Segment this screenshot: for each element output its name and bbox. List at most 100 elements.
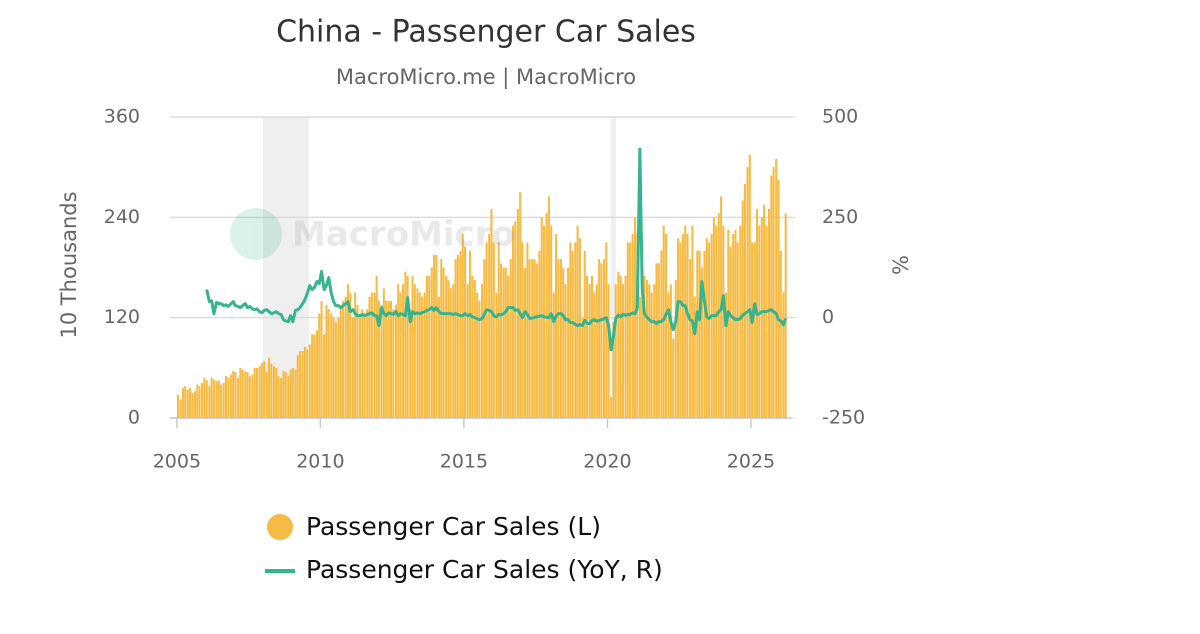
bar bbox=[471, 275, 474, 418]
bar bbox=[782, 292, 785, 418]
bar bbox=[325, 305, 328, 418]
bar bbox=[511, 225, 515, 418]
bar bbox=[189, 387, 192, 418]
bar bbox=[437, 296, 440, 418]
bar bbox=[468, 250, 471, 418]
bar bbox=[708, 242, 711, 418]
bar bbox=[339, 305, 342, 418]
bar bbox=[272, 366, 275, 418]
bar bbox=[712, 217, 715, 418]
bar bbox=[318, 313, 321, 418]
bar bbox=[248, 376, 251, 418]
bar bbox=[612, 321, 615, 418]
bar bbox=[775, 158, 778, 419]
bar bbox=[600, 263, 603, 418]
bar bbox=[370, 292, 373, 418]
bar bbox=[337, 317, 340, 418]
chart-title: China - Passenger Car Sales bbox=[276, 15, 696, 50]
bar bbox=[301, 351, 304, 418]
bar bbox=[689, 259, 692, 418]
bar bbox=[308, 344, 311, 418]
bar bbox=[210, 377, 213, 418]
bar bbox=[349, 292, 352, 418]
bar bbox=[220, 384, 223, 418]
bar bbox=[531, 259, 534, 418]
bar bbox=[741, 200, 744, 418]
bar bbox=[492, 242, 495, 418]
bar bbox=[373, 292, 376, 418]
bar bbox=[495, 292, 498, 418]
bar bbox=[590, 275, 593, 418]
bar bbox=[717, 213, 720, 418]
bar bbox=[267, 357, 271, 418]
bar bbox=[722, 225, 725, 418]
chart-subtitle: MacroMicro.me | MacroMicro bbox=[336, 65, 636, 90]
bar bbox=[459, 250, 462, 418]
bar bbox=[330, 313, 333, 418]
bar bbox=[605, 242, 608, 418]
bar bbox=[557, 259, 560, 418]
bar bbox=[447, 280, 450, 418]
bar bbox=[320, 300, 323, 418]
bar bbox=[602, 259, 606, 418]
bar bbox=[294, 369, 297, 418]
bar bbox=[394, 305, 397, 418]
bar bbox=[334, 321, 337, 418]
bar bbox=[344, 296, 347, 418]
bar bbox=[425, 275, 428, 418]
y2-axis-label: % bbox=[889, 255, 913, 275]
bar bbox=[483, 259, 486, 418]
bar bbox=[653, 284, 656, 418]
bar bbox=[507, 275, 510, 418]
y-tick-label: 360 bbox=[104, 106, 140, 128]
bar bbox=[598, 259, 601, 418]
bar bbox=[732, 234, 735, 418]
bar bbox=[703, 250, 706, 418]
bar bbox=[461, 234, 464, 418]
bar bbox=[280, 377, 283, 418]
y2-tick-label: 500 bbox=[822, 106, 858, 128]
bar bbox=[485, 242, 488, 418]
bar bbox=[765, 225, 768, 418]
bar bbox=[502, 267, 505, 418]
bar bbox=[311, 334, 314, 418]
bar bbox=[736, 242, 739, 418]
bar bbox=[519, 192, 522, 418]
bar bbox=[203, 377, 206, 418]
bar bbox=[392, 309, 395, 418]
bar bbox=[418, 292, 421, 418]
bar bbox=[743, 183, 746, 418]
bar bbox=[540, 217, 543, 418]
bar bbox=[464, 246, 467, 418]
bar bbox=[638, 296, 641, 418]
bar bbox=[770, 175, 773, 418]
bar bbox=[363, 313, 366, 418]
bar bbox=[277, 376, 280, 418]
bar bbox=[646, 280, 649, 418]
bar bbox=[397, 284, 400, 418]
bar bbox=[559, 259, 562, 418]
bar bbox=[564, 284, 567, 418]
bar bbox=[569, 242, 572, 418]
bar bbox=[626, 242, 629, 418]
bar bbox=[270, 363, 273, 418]
bar bbox=[366, 309, 369, 418]
bar bbox=[306, 349, 309, 418]
bar bbox=[229, 374, 232, 418]
bar bbox=[346, 284, 349, 418]
y-tick-label: 0 bbox=[128, 407, 140, 429]
bar bbox=[724, 292, 728, 418]
bar bbox=[411, 275, 414, 418]
bar bbox=[193, 391, 197, 418]
bar bbox=[629, 242, 632, 418]
line bbox=[205, 147, 788, 352]
bar bbox=[751, 242, 754, 418]
bar bbox=[672, 338, 675, 418]
bar bbox=[380, 305, 383, 418]
bar bbox=[667, 292, 670, 418]
bar bbox=[684, 225, 687, 418]
bar bbox=[303, 346, 306, 418]
bar bbox=[777, 179, 780, 418]
bar bbox=[729, 246, 732, 418]
bar bbox=[402, 284, 405, 418]
